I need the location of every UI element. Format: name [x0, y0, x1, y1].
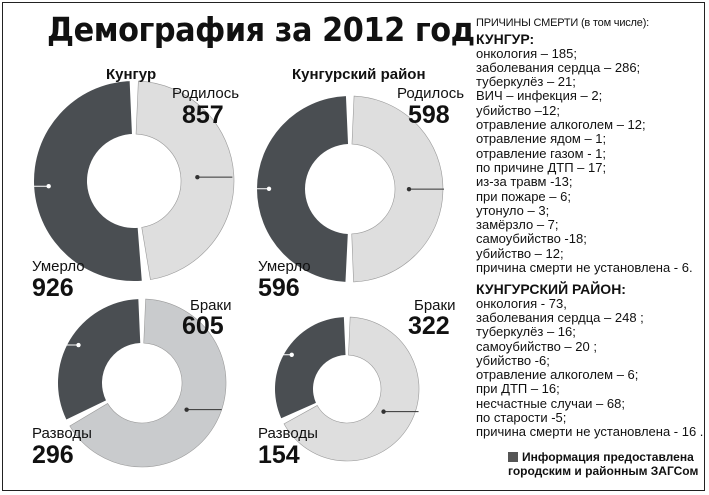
- leader-dot: [406, 186, 412, 192]
- donut-slice-secondary: [257, 96, 349, 282]
- chart-title-kungur: Кунгур: [106, 66, 157, 83]
- source-note: Информация предоставлена городским и рай…: [508, 450, 698, 478]
- cause-item: заболевания сердца – 248 ;: [476, 309, 644, 325]
- cause-item: при ДТП – 16;: [476, 381, 560, 397]
- label-divorces-district: Разводы: [258, 425, 318, 442]
- cause-item: заболевания сердца – 286;: [476, 59, 641, 75]
- value-divorces-district: 154: [258, 441, 300, 469]
- cause-item: туберкулёз – 16;: [476, 324, 576, 340]
- page-title: Демография за 2012 год: [47, 10, 475, 49]
- square-bullet-icon: [508, 452, 518, 462]
- donut-slice-secondary: [58, 299, 141, 420]
- label-died-district: Умерло: [258, 258, 311, 275]
- cause-item: отравление ядом – 1;: [476, 131, 607, 147]
- label-born-kungur: Родилось: [172, 85, 240, 102]
- value-died-district: 596: [258, 274, 300, 302]
- value-marriages-kungur: 605: [182, 312, 224, 340]
- causes-header: ПРИЧИНЫ СМЕРТИ (в том числе):: [476, 17, 650, 29]
- causes-section-title: КУНГУРСКИЙ РАЙОН:: [476, 281, 626, 298]
- cause-item: утонуло – 3;: [476, 202, 550, 218]
- label-born-district: Родилось: [397, 85, 465, 102]
- value-marriages-district: 322: [408, 312, 450, 340]
- causes-of-death-panel: ПРИЧИНЫ СМЕРТИ (в том числе): КУНГУР: онк…: [476, 16, 704, 440]
- label-died-kungur: Умерло: [32, 258, 85, 275]
- cause-item: онкология - 73,: [476, 295, 567, 311]
- cause-item: ВИЧ – инфекция – 2;: [476, 88, 603, 104]
- cause-item: из-за травм -13;: [476, 174, 573, 190]
- cause-item: отравление алкоголем – 6;: [476, 367, 639, 383]
- donut-slice-primary: [283, 316, 420, 462]
- cause-item: отравление алкоголем – 12;: [476, 117, 646, 133]
- cause-item: онкология – 185;: [476, 45, 577, 61]
- cause-item: туберкулёз – 21;: [476, 74, 576, 90]
- donut-slice-primary: [351, 95, 444, 283]
- leader-dot: [76, 342, 81, 348]
- label-marriages-district: Браки: [414, 297, 456, 314]
- cause-item: причина смерти не установлена - 6.: [476, 260, 693, 276]
- causes-section-title: КУНГУР:: [476, 31, 535, 48]
- infographic-frame: [2, 2, 705, 491]
- value-born-district: 598: [408, 101, 450, 129]
- cause-item: убийство -6;: [476, 352, 550, 368]
- cause-item: по причине ДТП – 17;: [476, 159, 607, 175]
- value-born-kungur: 857: [182, 101, 224, 129]
- chart-title-district: Кунгурский район: [292, 66, 426, 83]
- source-line-2: городским и районным ЗАГСом: [508, 464, 699, 478]
- donut-slice-secondary: [275, 317, 346, 419]
- cause-item: самоубийство – 20 ;: [476, 338, 597, 354]
- cause-item: несчастные случаи – 68;: [476, 395, 625, 411]
- donut-slice-secondary: [34, 81, 142, 281]
- donut-slice-primary: [69, 298, 227, 468]
- value-died-kungur: 926: [32, 274, 74, 302]
- cause-item: отравление газом - 1;: [476, 145, 606, 161]
- cause-item: самоубийство -18;: [476, 231, 587, 247]
- value-divorces-kungur: 296: [32, 441, 74, 469]
- cause-item: убийство –12;: [476, 102, 560, 118]
- cause-item: причина смерти не установлена - 16 .: [476, 424, 704, 440]
- cause-item: по старости -5;: [476, 410, 567, 426]
- cause-item: замёрзло – 7;: [476, 217, 559, 233]
- causes-sections: КУНГУР: онкология – 185; заболевания сердц…: [476, 31, 704, 440]
- donut-slice-primary: [135, 80, 235, 280]
- cause-item: при пожаре – 6;: [476, 188, 571, 204]
- source-line-1: Информация предоставлена: [522, 450, 694, 464]
- label-marriages-kungur: Браки: [190, 297, 232, 314]
- cause-item: убийство – 12;: [476, 245, 564, 261]
- label-divorces-kungur: Разводы: [32, 425, 92, 442]
